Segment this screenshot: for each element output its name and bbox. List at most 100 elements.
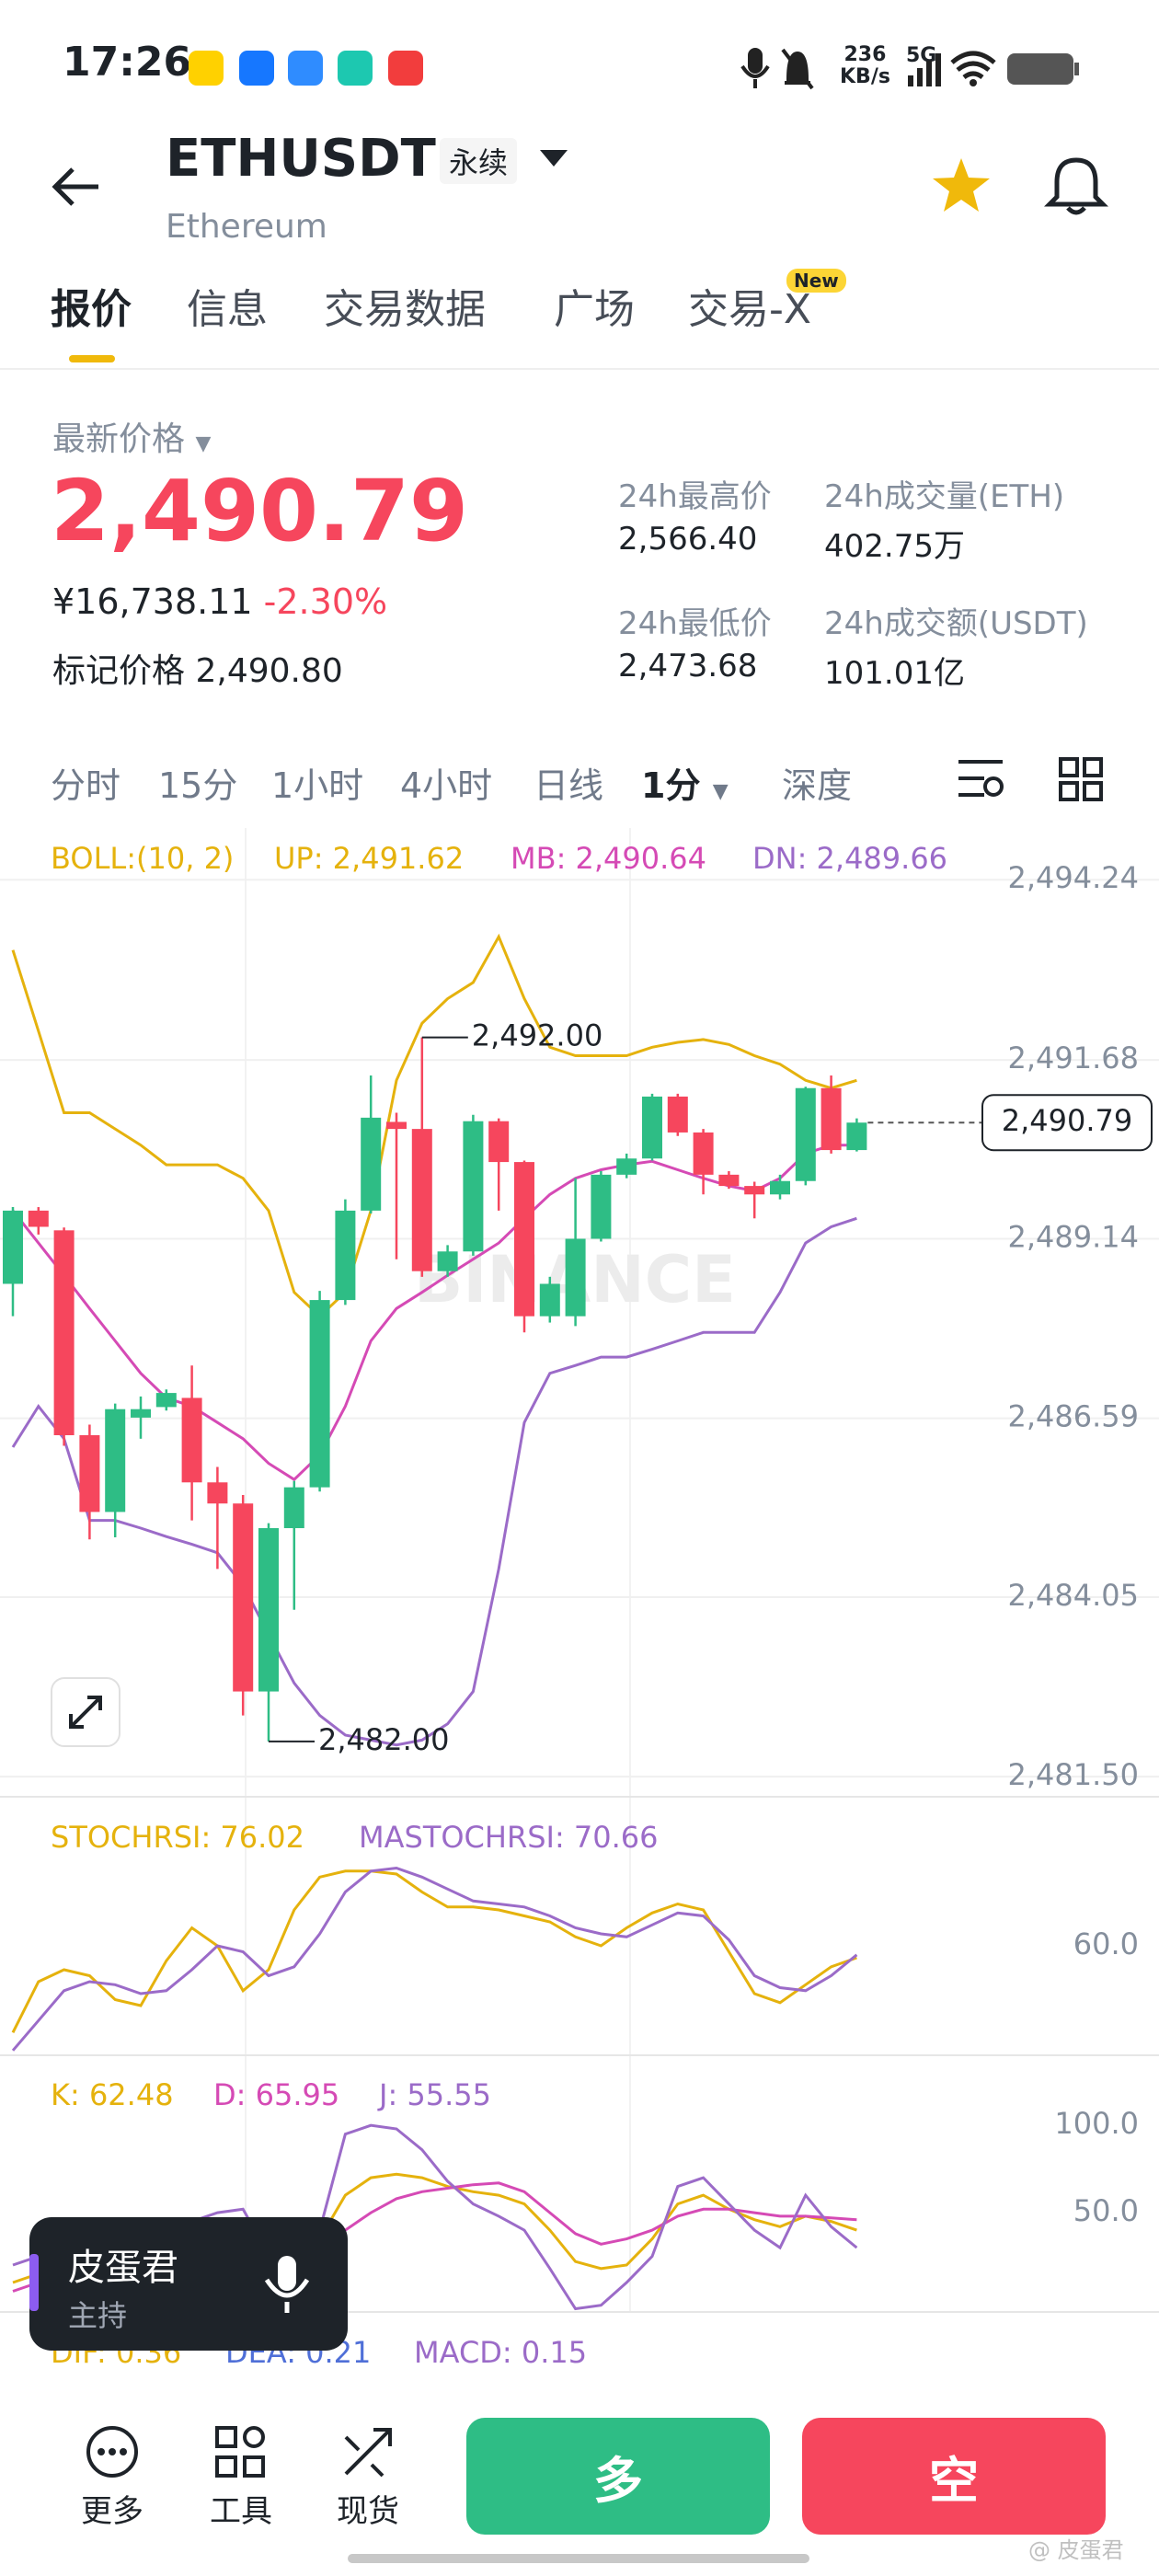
stat-label: 24h最高价 <box>618 478 772 515</box>
tab-indicator <box>69 355 115 362</box>
tab-active[interactable]: 报价 <box>51 286 132 333</box>
more-icon[interactable] <box>85 2424 140 2479</box>
interval[interactable]: 4小时 <box>400 765 493 806</box>
last-price: 2,490.79 <box>51 462 468 560</box>
candle-body <box>155 1393 177 1408</box>
candle-body <box>3 1210 23 1284</box>
candle-body <box>258 1528 279 1692</box>
alert-bell[interactable] <box>1044 155 1108 217</box>
last-price-label-text: 最新价格 <box>52 420 186 458</box>
interval[interactable]: 分时 <box>51 765 121 806</box>
favorite-star[interactable] <box>931 156 992 213</box>
high-annotation: 2,492.00 <box>472 1018 603 1053</box>
divider <box>0 368 1159 370</box>
symbol-dropdown[interactable] <box>538 147 569 169</box>
candle-body <box>744 1186 765 1195</box>
interval[interactable]: 15分 <box>158 765 238 806</box>
boll-title: BOLL:(10, 2) <box>51 841 235 876</box>
candle-body <box>79 1435 100 1512</box>
candle-body <box>565 1238 586 1317</box>
interval-active[interactable]: 1分 ▼ <box>641 765 729 806</box>
interval[interactable]: 深度 <box>782 765 853 806</box>
action-label[interactable]: 工具 <box>210 2493 272 2530</box>
action-label[interactable]: 更多 <box>81 2493 143 2530</box>
interval[interactable]: 1小时 <box>271 765 364 806</box>
cny-price: ¥16,738.11 -2.30% <box>52 581 387 622</box>
price-change: -2.30% <box>263 581 388 622</box>
stat-value: 2,473.68 <box>618 648 758 684</box>
tools-icon[interactable] <box>213 2424 269 2479</box>
home-indicator <box>348 2554 809 2563</box>
host-card[interactable]: 皮蛋君 主持 <box>29 2217 348 2351</box>
tab[interactable]: 交易数据 <box>324 286 486 333</box>
indicator-settings[interactable] <box>957 756 1006 802</box>
legend-entry: K: 62.48 <box>51 2077 174 2112</box>
short-button[interactable]: 空 <box>802 2418 1106 2535</box>
tab[interactable]: 交易-X <box>688 286 812 333</box>
candle-body <box>233 1503 254 1692</box>
candle-body <box>463 1121 484 1252</box>
low-annotation: 2,482.00 <box>318 1722 450 1757</box>
back-button[interactable] <box>51 164 106 210</box>
credit: @ 皮蛋君 <box>1028 2537 1124 2563</box>
legend-entry: MB: 2,490.64 <box>511 841 707 876</box>
macd-legend: MACD: 0.15 <box>414 2335 588 2370</box>
legend-entry: UP: 2,491.62 <box>274 841 465 876</box>
indicator-line <box>11 933 857 1318</box>
candle-body <box>642 1096 662 1159</box>
spot-icon[interactable] <box>340 2424 396 2479</box>
host-accent <box>29 2254 39 2311</box>
candle-body <box>335 1210 356 1301</box>
indicator-line <box>11 1216 857 1747</box>
candle-body <box>411 1129 432 1271</box>
long-button[interactable]: 多 <box>466 2418 770 2535</box>
candle-body <box>131 1409 151 1418</box>
net-speed-unit: KB/s <box>840 65 890 88</box>
stat-label: 24h成交额(USDT) <box>824 605 1088 642</box>
y-tick-label: 2,491.68 <box>1008 1041 1140 1075</box>
candle-body <box>28 1210 49 1227</box>
candle-body <box>309 1300 330 1488</box>
symbol: ETHUSDT <box>166 129 436 189</box>
status-icons <box>908 51 1079 86</box>
candle-body <box>693 1132 714 1175</box>
tab[interactable]: 信息 <box>187 286 268 333</box>
candle-body <box>795 1087 816 1181</box>
candle-body <box>591 1174 612 1239</box>
candle-body <box>207 1482 228 1504</box>
legend-entry: D: 65.95 <box>213 2077 340 2112</box>
candle-body <box>820 1087 842 1151</box>
candle-body <box>488 1121 510 1163</box>
last-price-label[interactable]: 最新价格 ▼ <box>52 420 212 458</box>
stat-value: 2,566.40 <box>618 521 758 558</box>
candle-body <box>539 1283 560 1317</box>
host-role: 主持 <box>68 2298 128 2333</box>
candle-body <box>514 1162 534 1317</box>
mic-button[interactable] <box>259 2254 315 2315</box>
app-icon <box>189 51 224 86</box>
app-icon <box>288 51 323 86</box>
indicator-line <box>11 1144 857 1482</box>
action-label[interactable]: 现货 <box>337 2493 399 2530</box>
clock: 17:26 <box>63 39 192 86</box>
asset-name: Ethereum <box>166 208 327 246</box>
interval[interactable]: 日线 <box>534 765 604 806</box>
y-tick-label: 100.0 <box>1054 2106 1139 2141</box>
legend-entry: STOCHRSI: 76.02 <box>51 1820 304 1855</box>
net-speed-value: 236 <box>843 43 887 66</box>
expand-button[interactable] <box>51 1677 120 1747</box>
y-tick-label: 60.0 <box>1073 1926 1139 1961</box>
tab[interactable]: 广场 <box>554 286 635 333</box>
candle-body <box>181 1397 202 1483</box>
last-price-text: 2,490.79 <box>1002 1103 1133 1138</box>
y-tick-label: 2,494.24 <box>1008 860 1140 895</box>
app-icon <box>388 51 423 86</box>
layout-toggle[interactable] <box>1058 756 1104 802</box>
net-speed: 236 KB/s <box>840 44 890 88</box>
candle-body <box>667 1096 688 1133</box>
new-badge: New <box>786 269 846 293</box>
indicator-line <box>11 1866 858 2052</box>
candle-body <box>386 1121 407 1130</box>
